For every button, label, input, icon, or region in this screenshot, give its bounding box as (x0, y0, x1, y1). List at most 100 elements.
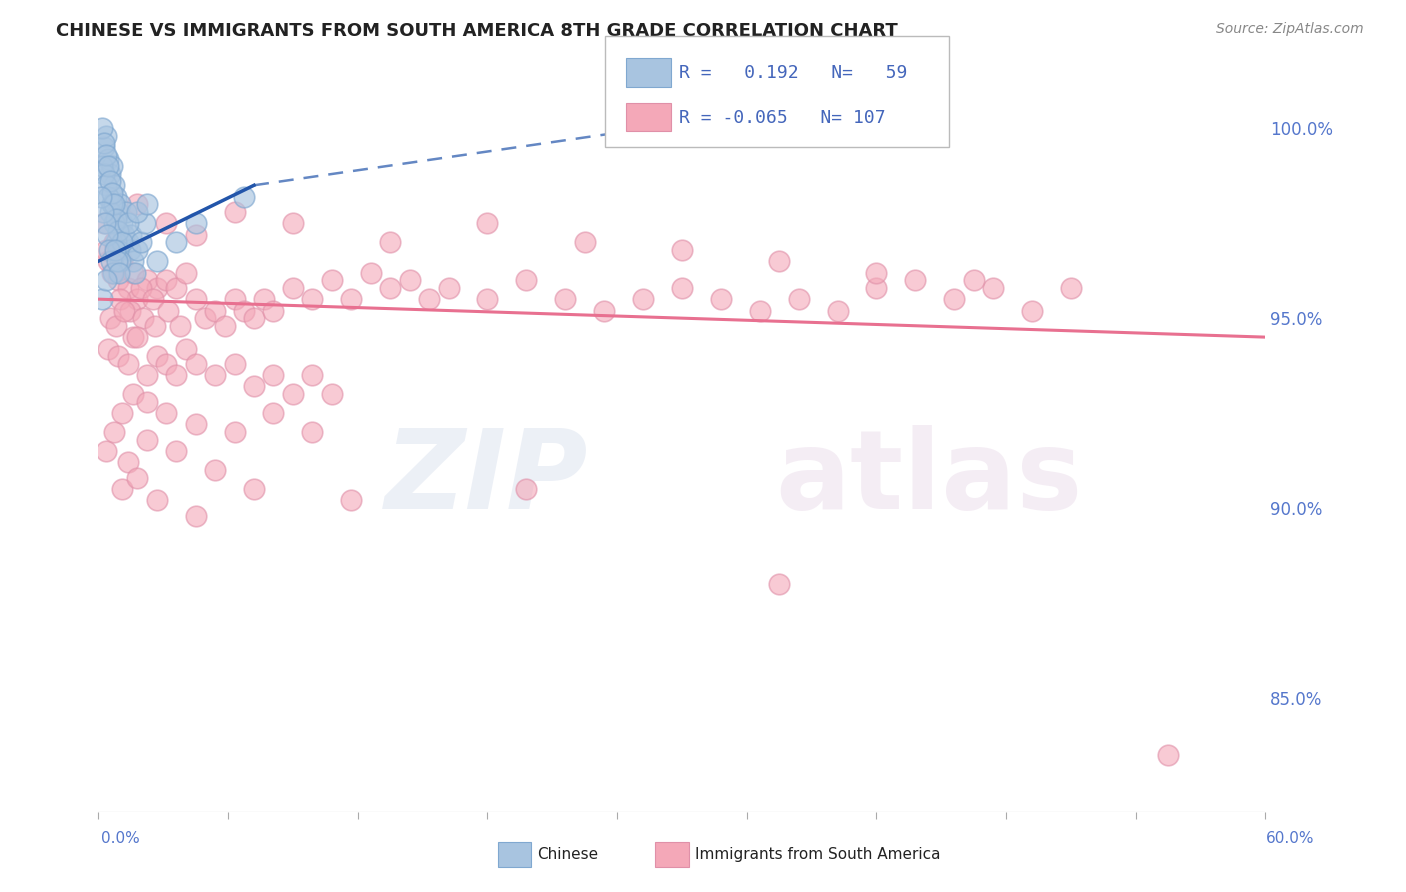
Point (98, 167, 121, 181)
Point (157, 303, 180, 318)
Point (107, 204, 129, 219)
Point (671, 243, 693, 257)
Point (136, 273, 159, 287)
Point (224, 357, 246, 371)
Text: R =   0.192   N=   59: R = 0.192 N= 59 (679, 64, 907, 82)
Point (112, 227, 135, 242)
Point (380, 235, 402, 250)
Point (768, 577, 790, 591)
Point (118, 303, 141, 318)
Point (107, 273, 129, 287)
Point (169, 318, 191, 333)
Point (117, 357, 139, 371)
Point (155, 216, 177, 230)
Point (204, 368, 226, 383)
Point (165, 235, 187, 250)
Point (122, 330, 145, 344)
Point (91, 159, 114, 173)
Point (104, 189, 127, 203)
Point (107, 349, 129, 363)
Text: 60.0%: 60.0% (1267, 831, 1315, 846)
Point (165, 444, 187, 458)
Point (127, 243, 149, 257)
Point (865, 266, 887, 280)
Point (204, 303, 226, 318)
Point (768, 254, 790, 268)
Point (97, 254, 120, 268)
Text: 0.0%: 0.0% (101, 831, 141, 846)
Point (98, 243, 121, 257)
Point (104, 243, 127, 257)
Point (96, 243, 118, 257)
Point (94, 216, 117, 230)
Point (98, 204, 121, 219)
Point (204, 463, 226, 477)
Point (107, 224, 129, 238)
Point (340, 292, 363, 306)
Point (122, 387, 145, 401)
Point (103, 197, 125, 211)
Point (1060, 281, 1083, 295)
Point (107, 204, 129, 219)
Point (943, 292, 966, 306)
Point (117, 235, 139, 250)
Point (91, 204, 114, 219)
Point (194, 311, 217, 326)
Point (146, 254, 169, 268)
Point (136, 394, 159, 409)
Point (134, 216, 156, 230)
Point (136, 368, 159, 383)
Point (184, 292, 207, 306)
Point (865, 281, 887, 295)
Text: atlas: atlas (775, 425, 1083, 532)
Point (96, 148, 118, 162)
Point (155, 273, 177, 287)
Point (111, 482, 134, 496)
Point (100, 254, 122, 268)
Point (321, 273, 343, 287)
Point (96, 444, 118, 458)
Point (165, 368, 187, 383)
Point (104, 235, 127, 250)
Point (107, 243, 129, 257)
Point (111, 254, 134, 268)
Point (184, 216, 207, 230)
Point (90, 189, 112, 203)
Point (103, 216, 125, 230)
Point (184, 417, 207, 432)
Point (108, 254, 131, 268)
Point (97, 189, 120, 203)
Point (301, 368, 323, 383)
Point (146, 349, 169, 363)
Point (787, 292, 810, 306)
Point (233, 303, 256, 318)
Point (101, 266, 124, 280)
Point (233, 189, 256, 203)
Point (165, 281, 187, 295)
Point (93, 167, 115, 181)
Point (114, 204, 136, 219)
Point (671, 281, 693, 295)
Point (281, 216, 304, 230)
Point (301, 292, 323, 306)
Point (111, 406, 134, 420)
Point (108, 266, 131, 280)
Point (108, 197, 131, 211)
Point (174, 342, 197, 356)
Point (301, 425, 323, 439)
Point (243, 482, 266, 496)
Point (574, 235, 596, 250)
Point (224, 292, 246, 306)
Point (477, 292, 499, 306)
Point (127, 330, 149, 344)
Point (398, 273, 420, 287)
Point (981, 281, 1004, 295)
Point (127, 292, 149, 306)
Point (174, 266, 197, 280)
Point (136, 197, 159, 211)
Point (243, 311, 266, 326)
Point (262, 303, 284, 318)
Point (1157, 747, 1180, 762)
Point (340, 493, 363, 508)
Point (104, 212, 127, 227)
